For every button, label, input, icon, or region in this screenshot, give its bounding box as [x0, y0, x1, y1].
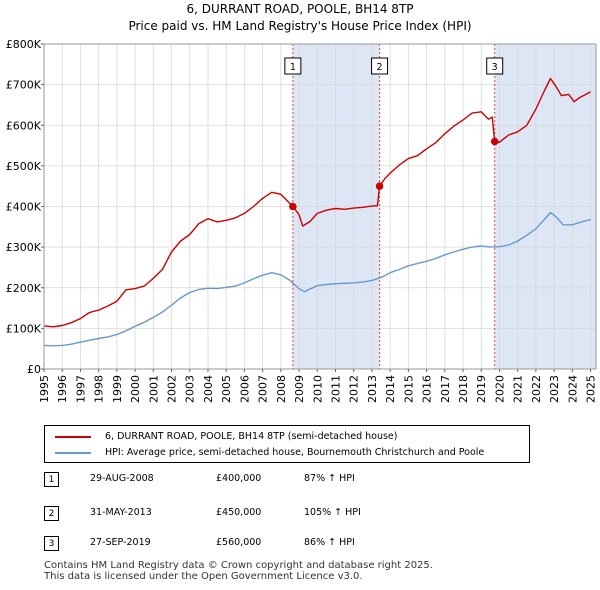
footer: Contains HM Land Registry data © Crown c… — [44, 560, 433, 582]
transaction-number: 2 — [44, 506, 59, 521]
x-tick-label: 2010 — [311, 375, 324, 403]
sale-label-box — [371, 57, 389, 75]
transaction-number: 1 — [44, 472, 59, 487]
sale-label-box — [284, 57, 302, 75]
x-tick-label: 2017 — [439, 375, 452, 403]
y-tick-label: £700K — [6, 79, 42, 92]
x-tick-label: 2004 — [202, 375, 215, 403]
transaction-price: £450,000 — [216, 507, 262, 518]
x-tick-label: 2009 — [293, 375, 306, 403]
x-tick-label: 1996 — [56, 375, 69, 403]
y-tick-label: £800K — [6, 38, 42, 51]
x-tick-label: 2005 — [220, 375, 233, 403]
y-tick-label: £200K — [6, 282, 42, 295]
x-tick-label: 2000 — [129, 375, 142, 403]
sale-label-text: 1 — [290, 62, 296, 73]
transaction-row: 2 31-MAY-2013 £450,000 105% ↑ HPI — [44, 506, 404, 522]
sale-point — [490, 137, 499, 146]
sale-point — [289, 202, 297, 211]
footer-copyright: Contains HM Land Registry data © Crown c… — [44, 560, 433, 571]
x-tick-label: 2025 — [585, 375, 598, 403]
y-tick-label: £100K — [6, 322, 42, 335]
legend: 6, DURRANT ROAD, POOLE, BH14 8TP (semi-d… — [44, 425, 530, 463]
x-tick-label: 2018 — [457, 375, 470, 403]
x-tick-label: 2014 — [384, 375, 397, 403]
x-tick-label: 2023 — [548, 375, 561, 403]
transaction-date: 27-SEP-2019 — [90, 537, 151, 548]
y-tick-label: £600K — [6, 119, 42, 132]
legend-label-property: 6, DURRANT ROAD, POOLE, BH14 8TP (semi-d… — [105, 431, 398, 442]
sale-point — [375, 182, 384, 190]
property-price-line — [43, 77, 591, 328]
price-chart: 6, DURRANT ROAD, POOLE, BH14 8TP Price p… — [6, 2, 598, 403]
x-tick-label: 2011 — [329, 375, 342, 403]
transaction-row: 1 29-AUG-2008 £400,000 87% ↑ HPI — [44, 472, 404, 488]
x-tick-label: 2016 — [421, 375, 434, 403]
x-tick-label: 2020 — [493, 375, 506, 403]
transaction-price: £400,000 — [216, 473, 262, 484]
sale-label: 3 — [486, 57, 504, 75]
legend-item-property: 6, DURRANT ROAD, POOLE, BH14 8TP (semi-d… — [55, 431, 397, 442]
transaction-row: 3 27-SEP-2019 £560,000 86% ↑ HPI — [44, 536, 404, 552]
sale-label-text: 3 — [492, 62, 498, 73]
transaction-hpi: 86% ↑ HPI — [304, 537, 355, 548]
transaction-hpi: 87% ↑ HPI — [304, 473, 355, 484]
legend-label-hpi: HPI: Average price, semi-detached house,… — [105, 447, 485, 458]
y-tick-label: £500K — [6, 160, 42, 173]
legend-swatch-property — [55, 435, 91, 438]
sale-label-box — [486, 57, 504, 75]
legend-swatch-hpi — [55, 451, 91, 454]
x-tick-label: 2003 — [184, 375, 197, 403]
x-tick-label: 2024 — [566, 375, 579, 403]
sale-label: 2 — [371, 57, 389, 75]
chart-subtitle: Price paid vs. HM Land Registry's House … — [128, 19, 471, 33]
x-tick-label: 2019 — [475, 375, 488, 403]
x-tick-label: 2021 — [512, 375, 525, 403]
x-tick-label: 2008 — [275, 375, 288, 403]
sale-label: 1 — [284, 57, 302, 75]
x-tick-label: 2013 — [366, 375, 379, 403]
x-tick-label: 1995 — [38, 375, 51, 403]
x-tick-label: 2007 — [257, 375, 270, 403]
x-tick-label: 2022 — [530, 375, 543, 403]
x-tick-label: 2001 — [147, 375, 160, 403]
transaction-date: 29-AUG-2008 — [90, 473, 154, 484]
x-tick-label: 1998 — [93, 375, 106, 403]
y-tick-label: £300K — [6, 241, 42, 254]
x-tick-label: 2012 — [348, 375, 361, 403]
footer-licence: This data is licensed under the Open Gov… — [44, 571, 363, 582]
x-tick-label: 1999 — [111, 375, 124, 403]
transaction-number: 3 — [44, 536, 59, 551]
x-tick-label: 2002 — [166, 375, 179, 403]
chart-title: 6, DURRANT ROAD, POOLE, BH14 8TP — [186, 2, 413, 16]
sale-label-text: 2 — [377, 62, 383, 73]
x-tick-label: 1997 — [74, 375, 87, 403]
transaction-date: 31-MAY-2013 — [90, 507, 152, 518]
legend-item-hpi: HPI: Average price, semi-detached house,… — [55, 447, 484, 458]
y-tick-label: £400K — [6, 201, 42, 214]
x-tick-label: 2015 — [402, 375, 415, 403]
transaction-price: £560,000 — [216, 537, 262, 548]
hpi-line — [43, 211, 591, 347]
x-tick-label: 2006 — [238, 375, 251, 403]
y-tick-label: £0 — [27, 363, 41, 376]
transaction-hpi: 105% ↑ HPI — [304, 507, 361, 518]
